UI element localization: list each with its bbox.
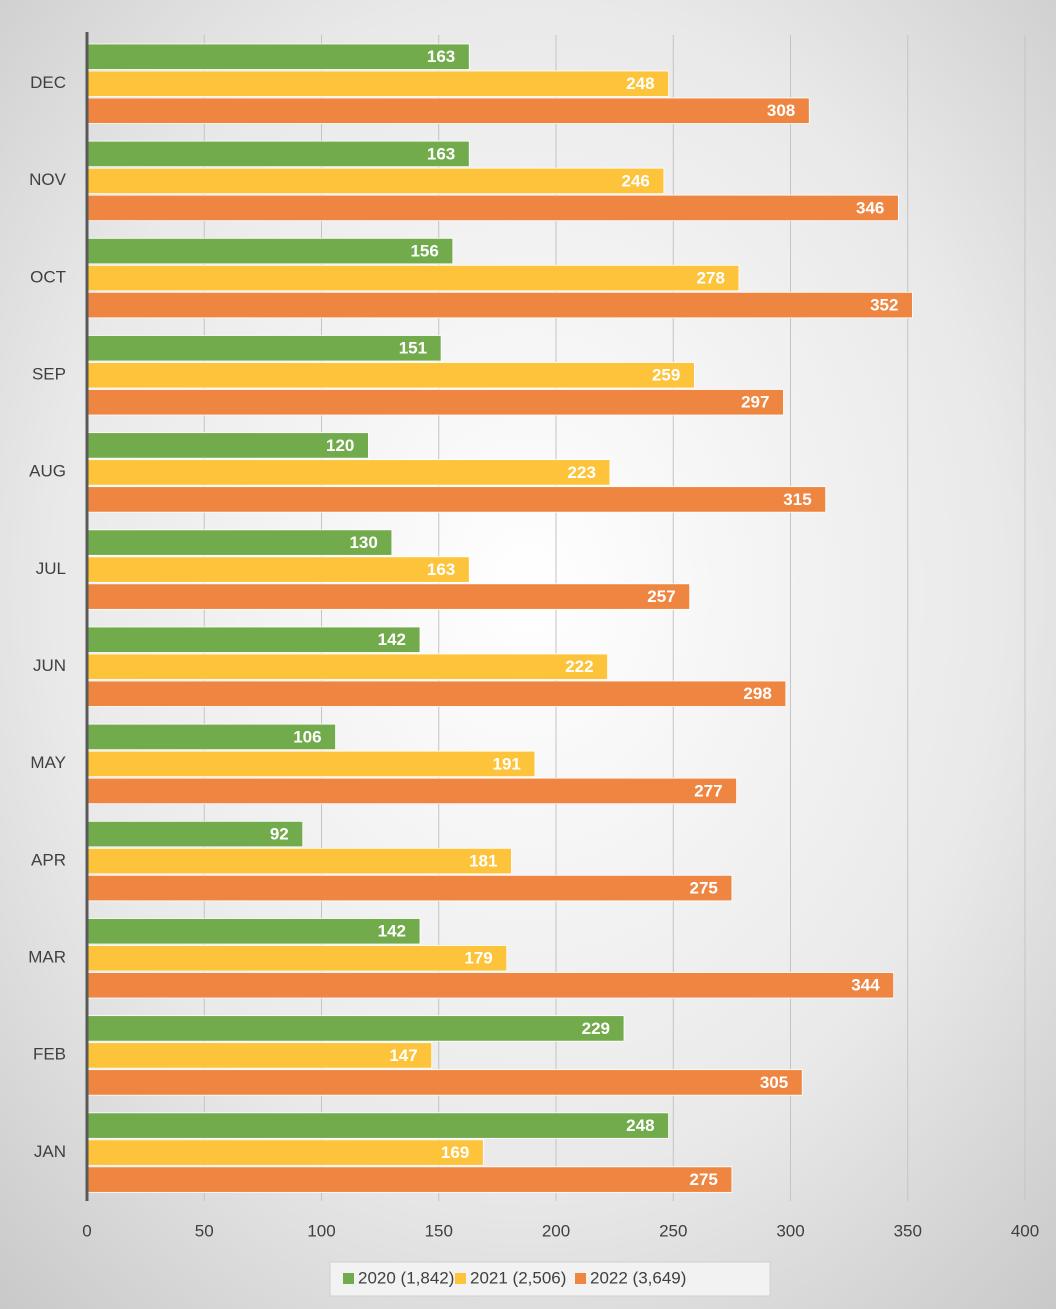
value-label: 151 [399, 339, 427, 358]
bar [87, 1113, 669, 1139]
bar [87, 195, 898, 221]
value-label: 275 [690, 879, 718, 898]
bar [87, 1016, 624, 1042]
y-tick-label: OCT [30, 267, 66, 286]
value-label: 257 [647, 587, 675, 606]
bar [87, 292, 912, 318]
value-label: 298 [743, 684, 771, 703]
legend-label: 2022 (3,649) [590, 1268, 686, 1287]
bar [87, 627, 420, 653]
value-label: 344 [851, 976, 880, 995]
y-tick-label: JUN [33, 656, 66, 675]
value-label: 179 [464, 949, 492, 968]
value-label: 308 [767, 101, 795, 120]
value-label: 229 [582, 1019, 610, 1038]
bar [87, 530, 392, 556]
x-tick-label: 300 [776, 1221, 804, 1240]
chart: 0 50 100 150 200 250 300 350 400 JAN 248 169 275 FEB 2… [0, 0, 1056, 1309]
x-tick-label: 150 [425, 1221, 453, 1240]
y-tick-label: SEP [32, 365, 66, 384]
x-tick-label: 250 [659, 1221, 687, 1240]
x-tick-label: 400 [1011, 1221, 1039, 1240]
y-tick-label: JAN [34, 1142, 66, 1161]
x-tick-label: 100 [307, 1221, 335, 1240]
value-label: 163 [427, 144, 455, 163]
value-label: 248 [626, 1116, 654, 1135]
legend-swatch [343, 1273, 354, 1284]
x-tick-label: 200 [542, 1221, 570, 1240]
bar [87, 390, 783, 416]
bar [87, 1070, 802, 1096]
legend-label: 2021 (2,506) [470, 1268, 566, 1287]
legend-swatch [455, 1273, 466, 1284]
value-label: 275 [690, 1170, 718, 1189]
bar [87, 584, 690, 610]
value-label: 246 [621, 171, 649, 190]
value-label: 92 [270, 825, 289, 844]
value-label: 142 [378, 922, 406, 941]
value-label: 130 [349, 533, 377, 552]
value-label: 222 [565, 657, 593, 676]
y-tick-label: DEC [30, 73, 66, 92]
y-tick-label: MAY [30, 753, 66, 772]
value-label: 248 [626, 74, 654, 93]
value-label: 169 [441, 1143, 469, 1162]
bar [87, 336, 441, 362]
bar [87, 487, 826, 512]
value-label: 191 [493, 754, 521, 773]
value-label: 147 [389, 1046, 417, 1065]
bar [87, 265, 739, 291]
bar [87, 557, 469, 583]
bar [87, 238, 453, 263]
y-tick-label: FEB [33, 1045, 66, 1064]
y-tick-label: NOV [29, 170, 67, 189]
bar [87, 1043, 432, 1069]
bar [87, 654, 608, 680]
value-label: 181 [469, 852, 497, 871]
value-label: 315 [783, 490, 811, 509]
bar [87, 1167, 732, 1193]
bar [87, 778, 737, 804]
value-label: 346 [856, 198, 884, 217]
bar [87, 168, 664, 194]
bar [87, 141, 469, 167]
y-tick-label: MAR [28, 948, 66, 967]
y-tick-label: JUL [36, 559, 66, 578]
value-label: 305 [760, 1073, 788, 1092]
y-tick-label: AUG [29, 462, 66, 481]
x-tick-label: 350 [894, 1221, 922, 1240]
value-label: 163 [427, 47, 455, 66]
value-label: 259 [652, 366, 680, 385]
bar [87, 973, 894, 999]
value-label: 277 [694, 781, 722, 800]
value-label: 297 [741, 393, 769, 412]
bar [87, 98, 809, 124]
value-label: 352 [870, 296, 898, 315]
page: 0 50 100 150 200 250 300 350 400 JAN 248 169 275 FEB 2… [0, 0, 1056, 1309]
bar [87, 681, 786, 707]
bar [87, 946, 507, 972]
bar [87, 363, 694, 389]
value-label: 106 [293, 727, 321, 746]
value-label: 223 [568, 463, 596, 482]
bar [87, 848, 511, 874]
bar [87, 44, 469, 70]
bar [87, 1140, 483, 1166]
bar [87, 460, 610, 486]
x-tick-label: 0 [82, 1221, 91, 1240]
bar [87, 919, 420, 945]
bar [87, 71, 669, 97]
bar [87, 875, 732, 901]
value-label: 142 [378, 630, 406, 649]
legend-label: 2020 (1,842) [358, 1268, 454, 1287]
value-label: 278 [697, 269, 725, 288]
y-tick-label: APR [31, 850, 66, 869]
value-label: 156 [410, 242, 438, 261]
legend-swatch [575, 1273, 586, 1284]
value-label: 163 [427, 560, 455, 579]
bar [87, 751, 535, 777]
x-tick-label: 50 [195, 1221, 214, 1240]
value-label: 120 [326, 436, 354, 455]
